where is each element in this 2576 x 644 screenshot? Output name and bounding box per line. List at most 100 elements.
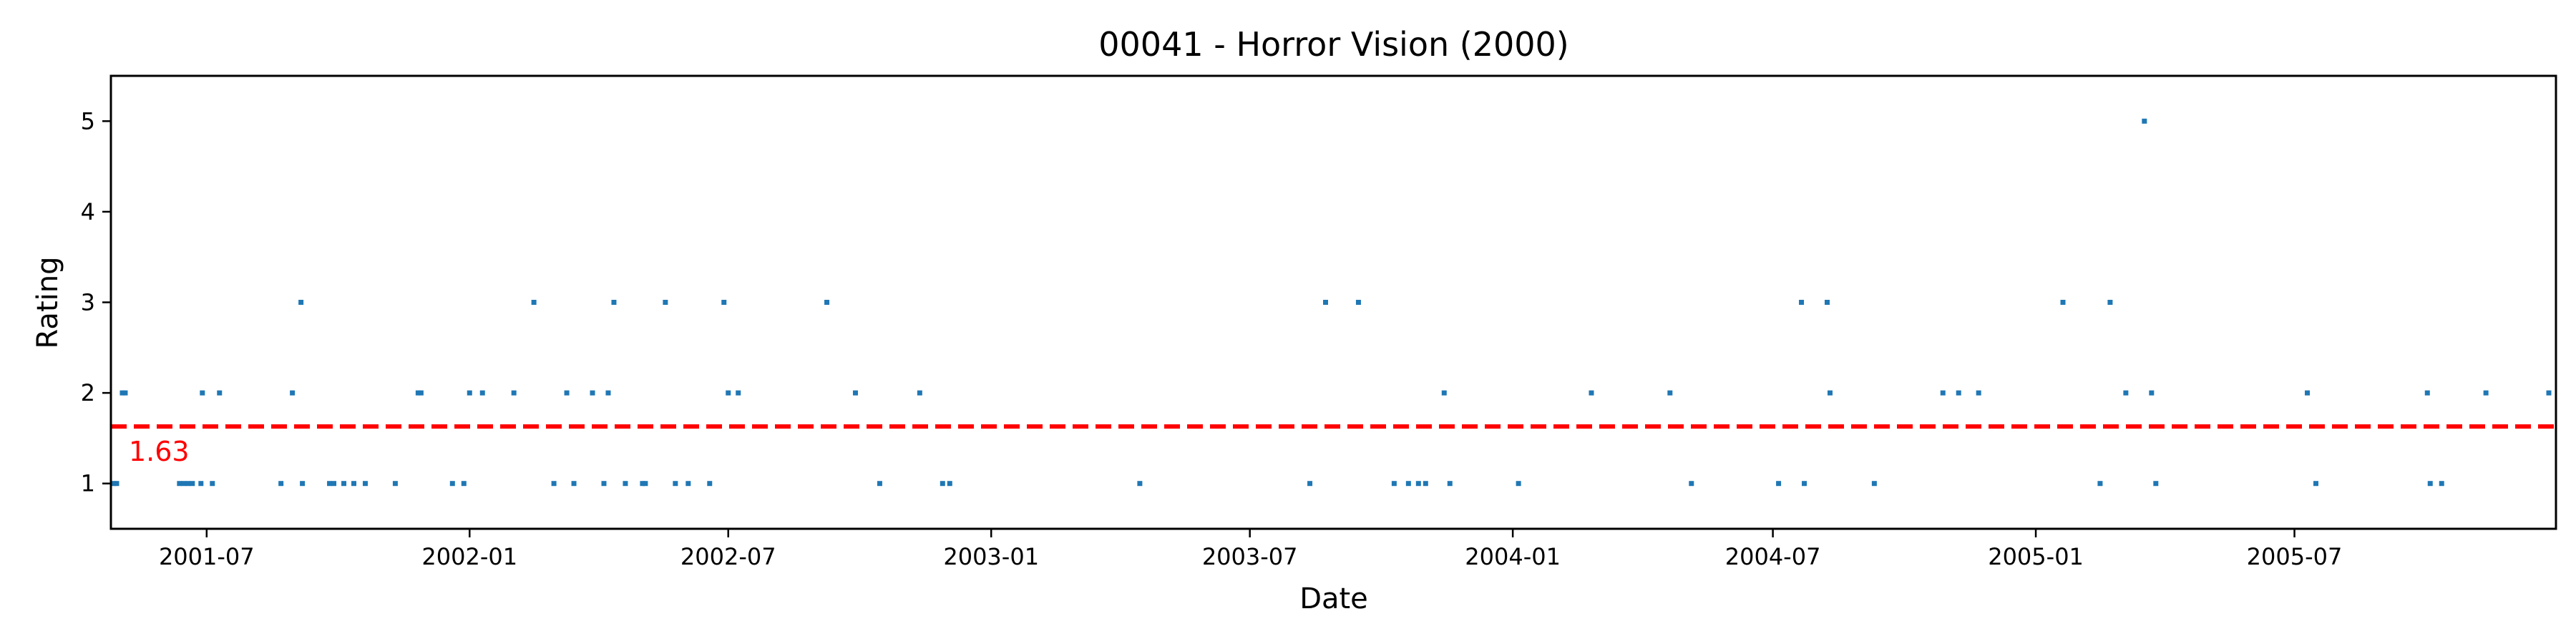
data-point (1776, 481, 1782, 487)
data-point (298, 300, 304, 305)
data-point (824, 300, 830, 305)
data-point (177, 481, 182, 487)
data-point (392, 481, 398, 487)
axes: 2001-07 2002-01 2002-07 2003-01 2003-07 2004-… (81, 107, 2343, 570)
data-point (917, 390, 922, 396)
x-tick-label: 2005-07 (2247, 543, 2343, 570)
data-point (185, 481, 191, 487)
data-point (327, 481, 333, 487)
x-tick-label: 2005-01 (1988, 543, 2084, 570)
data-point (1871, 481, 1877, 487)
data-point (461, 481, 467, 487)
data-point (341, 481, 347, 487)
data-point (623, 481, 628, 487)
data-point (449, 481, 455, 487)
data-point (119, 390, 125, 396)
data-point (601, 481, 607, 487)
data-point (1423, 481, 1428, 487)
data-point (673, 481, 678, 487)
data-point (940, 481, 945, 487)
data-point (415, 390, 421, 396)
data-point (278, 481, 284, 487)
y-axis-label: Rating (31, 257, 64, 349)
data-point (362, 481, 368, 487)
data-point (467, 390, 472, 396)
data-point (947, 481, 952, 487)
data-point (351, 481, 357, 487)
data-point (290, 390, 296, 396)
data-point (2153, 481, 2159, 487)
data-point (643, 481, 648, 487)
plot-area-frame (109, 74, 2557, 530)
data-point (2142, 118, 2147, 124)
data-point (1307, 481, 1313, 487)
data-point (2149, 390, 2155, 396)
data-point (418, 390, 424, 396)
y-tick-label: 1 (81, 470, 95, 497)
x-tick-label: 2001-07 (159, 543, 255, 570)
data-point (726, 390, 731, 396)
data-point (736, 390, 741, 396)
data-point (511, 390, 517, 396)
x-tick-label: 2003-01 (943, 543, 1039, 570)
data-point (1976, 390, 1981, 396)
data-point (111, 481, 117, 487)
data-point (2427, 481, 2433, 487)
data-point (2097, 481, 2103, 487)
data-point (1391, 481, 1397, 487)
data-point (331, 481, 337, 487)
data-point (1516, 481, 1521, 487)
data-point (686, 481, 691, 487)
data-point (605, 390, 611, 396)
data-point (663, 300, 668, 305)
data-point (2305, 390, 2311, 396)
y-tick-label: 4 (81, 198, 95, 225)
data-point (571, 481, 577, 487)
x-tick-label: 2002-01 (421, 543, 517, 570)
data-point (1956, 390, 1961, 396)
data-point (1667, 390, 1673, 396)
data-point (1827, 390, 1833, 396)
data-point (190, 481, 195, 487)
data-point (1589, 390, 1594, 396)
data-point (564, 390, 570, 396)
mean-value-label: 1.63 (129, 436, 190, 467)
x-tick-label: 2003-07 (1202, 543, 1298, 570)
data-point (181, 481, 187, 487)
data-point (590, 390, 595, 396)
y-tick-label: 5 (81, 107, 95, 135)
x-tick-label: 2004-07 (1725, 543, 1821, 570)
data-point (531, 300, 537, 305)
data-point (877, 481, 882, 487)
data-point (1323, 300, 1329, 305)
data-point (1415, 481, 1421, 487)
x-axis-label: Date (1299, 582, 1368, 615)
data-point (707, 481, 713, 487)
data-point (122, 390, 128, 396)
data-point (198, 481, 204, 487)
data-point (210, 481, 215, 487)
data-point (551, 481, 557, 487)
data-point (114, 481, 119, 487)
data-point (217, 390, 223, 396)
data-point (1355, 300, 1361, 305)
data-point (2483, 390, 2489, 396)
data-point (1137, 481, 1143, 487)
data-point (1405, 481, 1411, 487)
data-point (2107, 300, 2113, 305)
plot-marks: 1.63 (111, 118, 2556, 487)
data-point (200, 390, 205, 396)
data-point (300, 481, 306, 487)
data-point (852, 390, 858, 396)
data-point (721, 300, 727, 305)
x-tick-label: 2002-07 (680, 543, 776, 570)
data-point (1441, 390, 1447, 396)
data-point (1447, 481, 1453, 487)
chart-title: 00041 - Horror Vision (2000) (1098, 25, 1568, 64)
data-point (479, 390, 485, 396)
data-point (2060, 300, 2066, 305)
data-point (2439, 481, 2444, 487)
data-point (1802, 481, 1807, 487)
data-point (2546, 390, 2552, 396)
